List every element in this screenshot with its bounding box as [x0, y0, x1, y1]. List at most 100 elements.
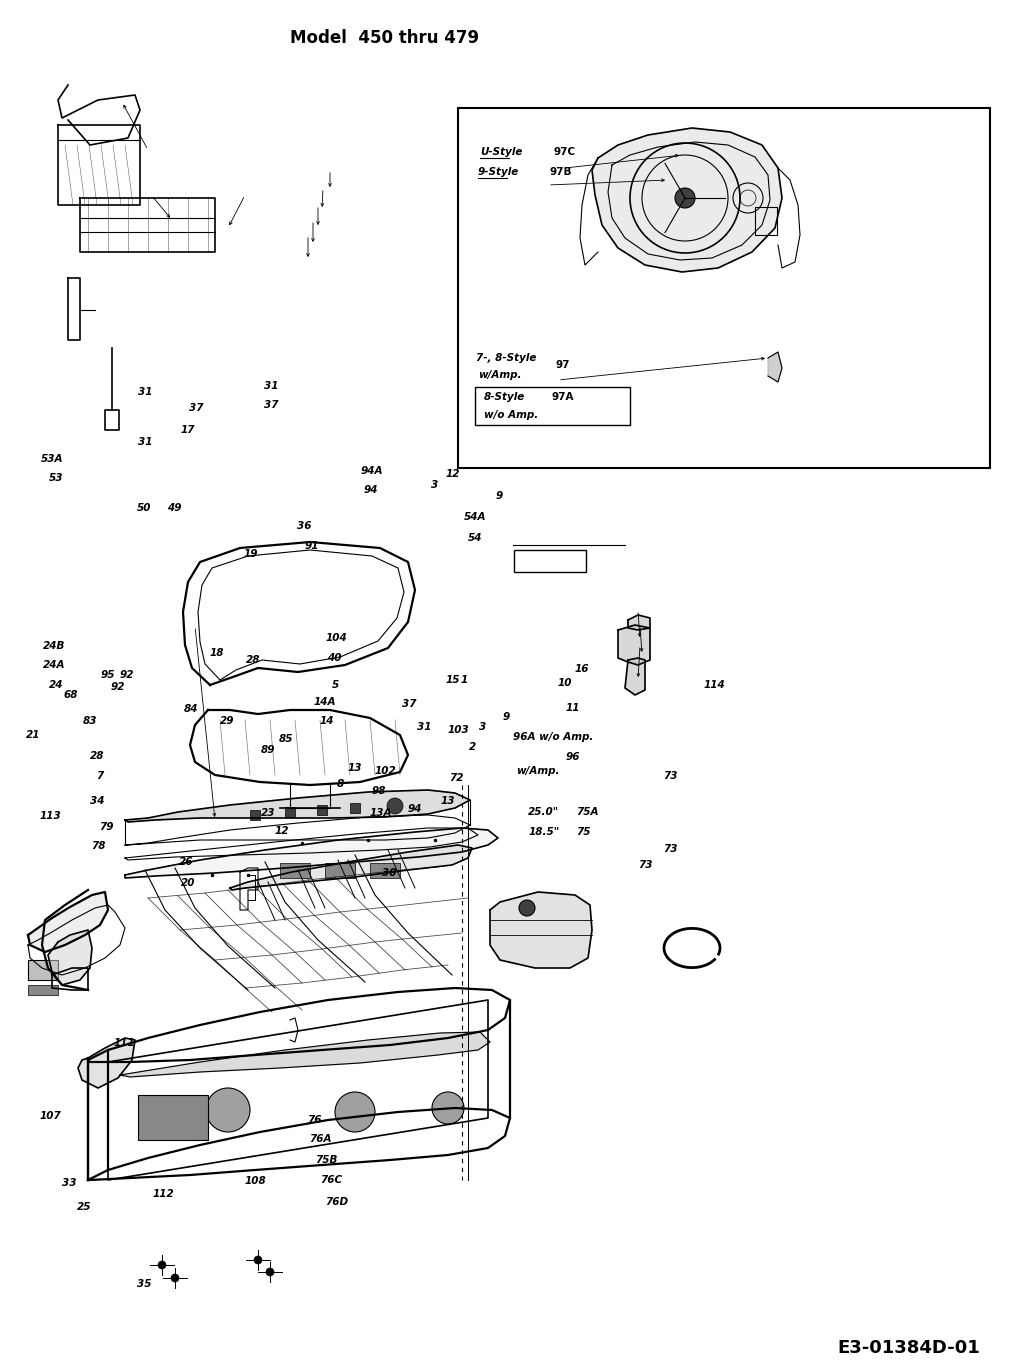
Text: 94A: 94A: [360, 465, 383, 476]
Text: 92: 92: [110, 682, 125, 693]
Text: 28: 28: [246, 654, 260, 665]
Text: 79: 79: [99, 821, 114, 832]
Text: 104: 104: [325, 632, 347, 643]
Text: 102: 102: [375, 765, 396, 776]
Text: 83: 83: [83, 716, 97, 727]
Text: 3: 3: [479, 721, 486, 732]
Text: 37: 37: [264, 400, 279, 411]
Polygon shape: [592, 127, 782, 272]
Text: 89: 89: [261, 745, 276, 756]
Text: 73: 73: [638, 860, 652, 871]
Text: 78: 78: [91, 841, 105, 852]
Bar: [370, 862, 400, 878]
Text: 13A: 13A: [369, 808, 392, 819]
Bar: [250, 810, 260, 820]
Circle shape: [675, 188, 695, 208]
Circle shape: [432, 1092, 464, 1124]
Text: 28: 28: [90, 750, 104, 761]
Text: 54A: 54A: [463, 512, 486, 523]
Text: 75: 75: [576, 827, 590, 838]
Text: E3-01384D-01: E3-01384D-01: [837, 1339, 980, 1357]
Text: 29: 29: [220, 716, 234, 727]
Bar: [475, 387, 630, 424]
Text: 107: 107: [39, 1110, 61, 1121]
Text: 14: 14: [320, 716, 334, 727]
Text: 76A: 76A: [310, 1134, 332, 1144]
Text: 114: 114: [704, 679, 725, 690]
Text: 75A: 75A: [576, 806, 599, 817]
Polygon shape: [49, 930, 92, 986]
Text: 76: 76: [308, 1114, 322, 1125]
Circle shape: [206, 1088, 250, 1132]
Text: 113: 113: [39, 810, 61, 821]
Bar: [28, 960, 58, 980]
Bar: [138, 1095, 208, 1140]
Text: 50: 50: [137, 502, 152, 513]
Text: 73: 73: [664, 771, 678, 782]
Text: 14A: 14A: [314, 697, 336, 708]
Text: 16: 16: [575, 664, 589, 675]
Bar: [350, 804, 360, 813]
Text: 34: 34: [90, 795, 104, 806]
Text: 111: 111: [114, 1038, 135, 1049]
Bar: [28, 986, 58, 995]
Text: 10: 10: [557, 678, 572, 689]
Text: 31: 31: [138, 437, 153, 448]
Text: 19: 19: [244, 549, 258, 560]
Text: 36: 36: [297, 520, 312, 531]
Text: 20: 20: [181, 878, 195, 888]
Text: 3: 3: [431, 479, 439, 490]
Text: 25: 25: [77, 1202, 92, 1213]
Text: 75B: 75B: [315, 1154, 337, 1165]
Text: 1: 1: [460, 675, 467, 686]
Text: 54: 54: [467, 533, 482, 543]
Text: w/Amp.: w/Amp.: [516, 765, 559, 776]
Text: 108: 108: [245, 1176, 266, 1187]
Text: 9: 9: [503, 712, 510, 723]
Text: U-Style: U-Style: [480, 146, 522, 157]
Polygon shape: [490, 893, 592, 968]
Text: 2: 2: [469, 742, 476, 753]
Text: 13: 13: [441, 795, 455, 806]
Text: 53A: 53A: [41, 453, 64, 464]
Polygon shape: [125, 790, 470, 821]
Text: 94: 94: [408, 804, 422, 815]
Circle shape: [519, 899, 535, 916]
Text: 96A w/o Amp.: 96A w/o Amp.: [513, 731, 593, 742]
Text: 76C: 76C: [320, 1175, 342, 1186]
Text: 85: 85: [279, 734, 293, 745]
Polygon shape: [625, 658, 645, 695]
Text: 24: 24: [49, 679, 63, 690]
Text: 24B: 24B: [43, 641, 66, 652]
Bar: [755, 207, 777, 235]
Polygon shape: [125, 828, 498, 878]
Text: 31: 31: [264, 381, 279, 392]
Text: 112: 112: [153, 1188, 174, 1199]
Text: 11: 11: [566, 702, 580, 713]
Text: 18.5": 18.5": [528, 827, 559, 838]
Text: 33: 33: [62, 1177, 76, 1188]
Text: Model  450 thru 479: Model 450 thru 479: [290, 29, 480, 47]
Text: 8-Style: 8-Style: [484, 392, 525, 402]
Text: 7: 7: [96, 771, 103, 782]
Text: w/o Amp.: w/o Amp.: [484, 409, 539, 420]
Text: 76D: 76D: [325, 1197, 348, 1207]
Polygon shape: [618, 626, 650, 665]
Text: 97A: 97A: [551, 392, 574, 402]
Text: 98: 98: [372, 786, 386, 797]
Polygon shape: [628, 615, 650, 630]
Text: 91: 91: [304, 541, 319, 552]
Circle shape: [335, 1092, 375, 1132]
Text: 35: 35: [137, 1279, 152, 1290]
Text: 5: 5: [332, 679, 340, 690]
Text: 94: 94: [363, 485, 378, 496]
Text: 103: 103: [448, 724, 470, 735]
Text: 37: 37: [402, 698, 417, 709]
Text: 25.0": 25.0": [528, 806, 559, 817]
Circle shape: [266, 1268, 275, 1276]
Polygon shape: [768, 352, 782, 382]
Text: 26: 26: [179, 857, 193, 868]
Text: 24A: 24A: [43, 660, 66, 671]
Polygon shape: [28, 893, 108, 951]
Bar: [280, 862, 310, 878]
